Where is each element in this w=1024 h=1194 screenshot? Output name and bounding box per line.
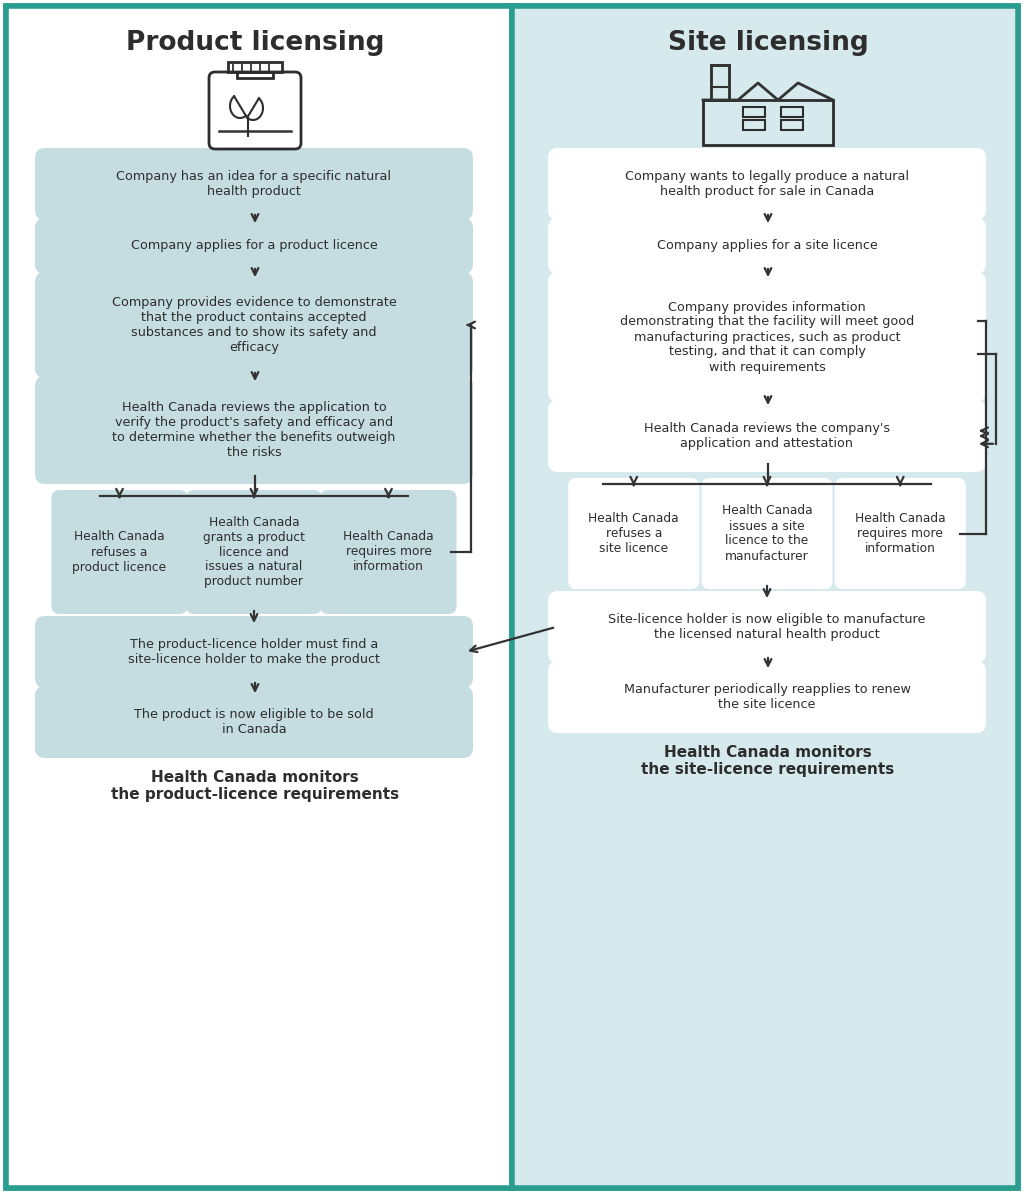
FancyBboxPatch shape: [35, 272, 473, 378]
FancyBboxPatch shape: [35, 616, 473, 688]
FancyBboxPatch shape: [35, 219, 473, 273]
Text: Health Canada
grants a product
licence and
issues a natural
product number: Health Canada grants a product licence a…: [203, 516, 305, 589]
FancyBboxPatch shape: [35, 148, 473, 220]
Text: Health Canada
issues a site
licence to the
manufacturer: Health Canada issues a site licence to t…: [722, 505, 812, 562]
FancyBboxPatch shape: [568, 478, 699, 589]
Text: Company provides information
demonstrating that the facility will meet good
manu: Company provides information demonstrati…: [620, 301, 914, 374]
Text: Site licensing: Site licensing: [668, 30, 868, 56]
Text: The product-licence holder must find a
site-licence holder to make the product: The product-licence holder must find a s…: [128, 638, 380, 666]
FancyBboxPatch shape: [548, 272, 986, 402]
FancyBboxPatch shape: [548, 219, 986, 273]
FancyBboxPatch shape: [835, 478, 966, 589]
FancyBboxPatch shape: [548, 400, 986, 472]
Text: The product is now eligible to be sold
in Canada: The product is now eligible to be sold i…: [134, 708, 374, 736]
FancyBboxPatch shape: [512, 6, 1018, 1188]
Text: Manufacturer periodically reapplies to renew
the site licence: Manufacturer periodically reapplies to r…: [624, 683, 910, 710]
Text: Company applies for a site licence: Company applies for a site licence: [656, 240, 878, 252]
Text: Health Canada monitors
the product-licence requirements: Health Canada monitors the product-licen…: [111, 770, 399, 802]
Text: Health Canada
requires more
information: Health Canada requires more information: [343, 530, 434, 573]
FancyBboxPatch shape: [35, 687, 473, 758]
Text: Health Canada
requires more
information: Health Canada requires more information: [855, 512, 945, 555]
Text: Company wants to legally produce a natural
health product for sale in Canada: Company wants to legally produce a natur…: [625, 170, 909, 198]
FancyBboxPatch shape: [6, 6, 512, 1188]
Text: Health Canada monitors
the site-licence requirements: Health Canada monitors the site-licence …: [641, 745, 895, 777]
Text: Site-licence holder is now eligible to manufacture
the licensed natural health p: Site-licence holder is now eligible to m…: [608, 613, 926, 641]
FancyBboxPatch shape: [51, 490, 187, 614]
FancyBboxPatch shape: [701, 478, 833, 589]
Text: Health Canada reviews the application to
verify the product's safety and efficac: Health Canada reviews the application to…: [113, 401, 395, 458]
Text: Company applies for a product licence: Company applies for a product licence: [131, 240, 378, 252]
FancyBboxPatch shape: [35, 376, 473, 484]
FancyBboxPatch shape: [548, 148, 986, 220]
FancyBboxPatch shape: [186, 490, 322, 614]
FancyBboxPatch shape: [548, 591, 986, 663]
Text: Health Canada reviews the company's
application and attestation: Health Canada reviews the company's appl…: [644, 421, 890, 450]
Text: Health Canada
refuses a
product licence: Health Canada refuses a product licence: [73, 530, 167, 573]
Text: Health Canada
refuses a
site licence: Health Canada refuses a site licence: [589, 512, 679, 555]
Text: Product licensing: Product licensing: [126, 30, 384, 56]
FancyBboxPatch shape: [548, 661, 986, 733]
FancyBboxPatch shape: [321, 490, 457, 614]
Text: Company has an idea for a specific natural
health product: Company has an idea for a specific natur…: [117, 170, 391, 198]
Text: Company provides evidence to demonstrate
that the product contains accepted
subs: Company provides evidence to demonstrate…: [112, 296, 396, 353]
